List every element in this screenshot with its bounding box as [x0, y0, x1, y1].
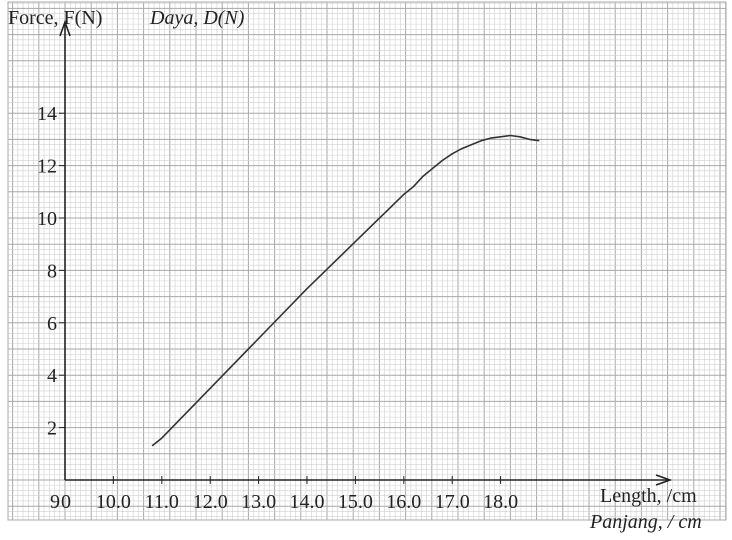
y-tick-label: 10 — [37, 208, 57, 230]
x-tick-label: 11.0 — [145, 491, 179, 513]
grid — [7, 1, 727, 521]
y-axis-label-alt: Daya, D(N) — [149, 7, 245, 29]
y-tick-label: 8 — [47, 260, 57, 282]
x-axis-arrow — [655, 474, 673, 486]
y-axis-label: Force, F(N) — [8, 7, 102, 29]
x-origin-label: 9 — [50, 491, 60, 513]
y-tick-label: 2 — [47, 418, 57, 440]
x-tick-label: 16.0 — [386, 491, 421, 513]
x-tick-label: 10.0 — [96, 491, 131, 513]
x-axis-label: Length, /cm — [600, 485, 697, 507]
series-line — [151, 134, 540, 447]
y-tick-label: 4 — [47, 365, 57, 387]
axis-labels: Force, F(N) Daya, D(N) Length, /cm Panja… — [8, 7, 702, 533]
x-tick-label: 14.0 — [290, 491, 325, 513]
y-axis-arrow — [59, 19, 71, 37]
y-tick-label: 14 — [37, 103, 57, 125]
series-layer — [151, 134, 540, 447]
x-origin-label: 0 — [61, 491, 71, 513]
x-tick-label: 17.0 — [435, 491, 470, 513]
tick-labels: 10.0 11.0 12.0 13.0 14.0 15.0 16.0 17.0 18.0 9 0 2 4… — [37, 103, 518, 513]
x-tick-label: 15.0 — [338, 491, 373, 513]
y-tick-label: 12 — [37, 156, 57, 178]
x-axis-label-alt: Panjang, / cm — [589, 511, 702, 533]
x-tick-label: 13.0 — [241, 491, 276, 513]
axes — [59, 19, 673, 486]
x-tick-label: 12.0 — [193, 491, 228, 513]
x-tick-label: 18.0 — [483, 491, 518, 513]
grid-border — [7, 1, 727, 521]
y-tick-label: 6 — [47, 313, 57, 335]
